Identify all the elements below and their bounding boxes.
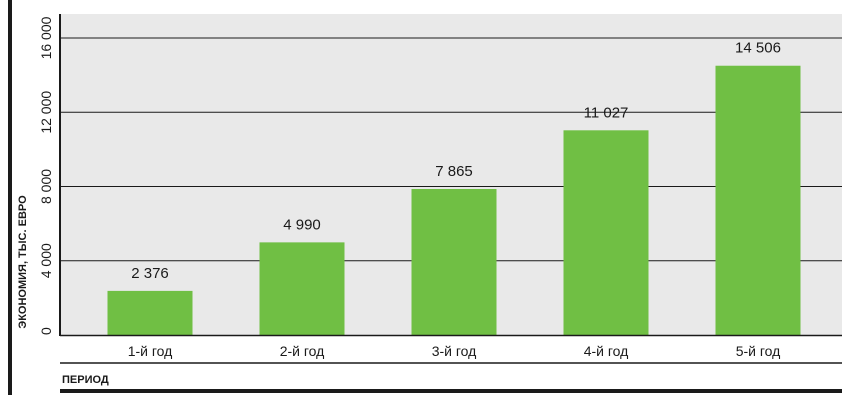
bars bbox=[107, 65, 801, 336]
category-label: 5-й год bbox=[736, 343, 781, 359]
bar-3 bbox=[411, 189, 497, 335]
category-label: 3-й год bbox=[432, 343, 477, 359]
gridlines bbox=[60, 37, 842, 262]
data-label: 7 865 bbox=[435, 163, 473, 180]
y-tick-label: 0 bbox=[38, 327, 54, 335]
y-tick-label: 4 000 bbox=[38, 243, 54, 278]
category-label: 1-й год bbox=[128, 343, 173, 359]
category-label: 2-й год bbox=[280, 343, 325, 359]
data-label: 14 506 bbox=[735, 40, 781, 57]
y-tick-label: 12 000 bbox=[38, 91, 54, 134]
bar-1 bbox=[107, 290, 193, 335]
bar-5 bbox=[715, 65, 801, 336]
bar-2 bbox=[259, 242, 345, 335]
data-labels: 2 376 4 990 7 865 11 027 14 506 bbox=[131, 40, 781, 282]
x-axis-title: ПЕРИОД bbox=[62, 374, 109, 386]
category-label: 4-й год bbox=[584, 343, 629, 359]
y-axis-title: ЭКОНОМИЯ, ТЫС. ЕВРО bbox=[17, 195, 29, 329]
data-label: 2 376 bbox=[131, 265, 169, 282]
y-tick-label: 8 000 bbox=[38, 169, 54, 204]
data-label: 4 990 bbox=[283, 216, 321, 233]
data-label: 11 027 bbox=[584, 104, 629, 121]
x-category-labels: 1-й год 2-й год 3-й год 4-й год 5-й год bbox=[128, 343, 781, 359]
y-tick-labels: 0 4 000 8 000 12 000 16 000 bbox=[38, 16, 54, 335]
bar-4 bbox=[563, 130, 649, 335]
y-tick-label: 16 000 bbox=[38, 16, 54, 59]
